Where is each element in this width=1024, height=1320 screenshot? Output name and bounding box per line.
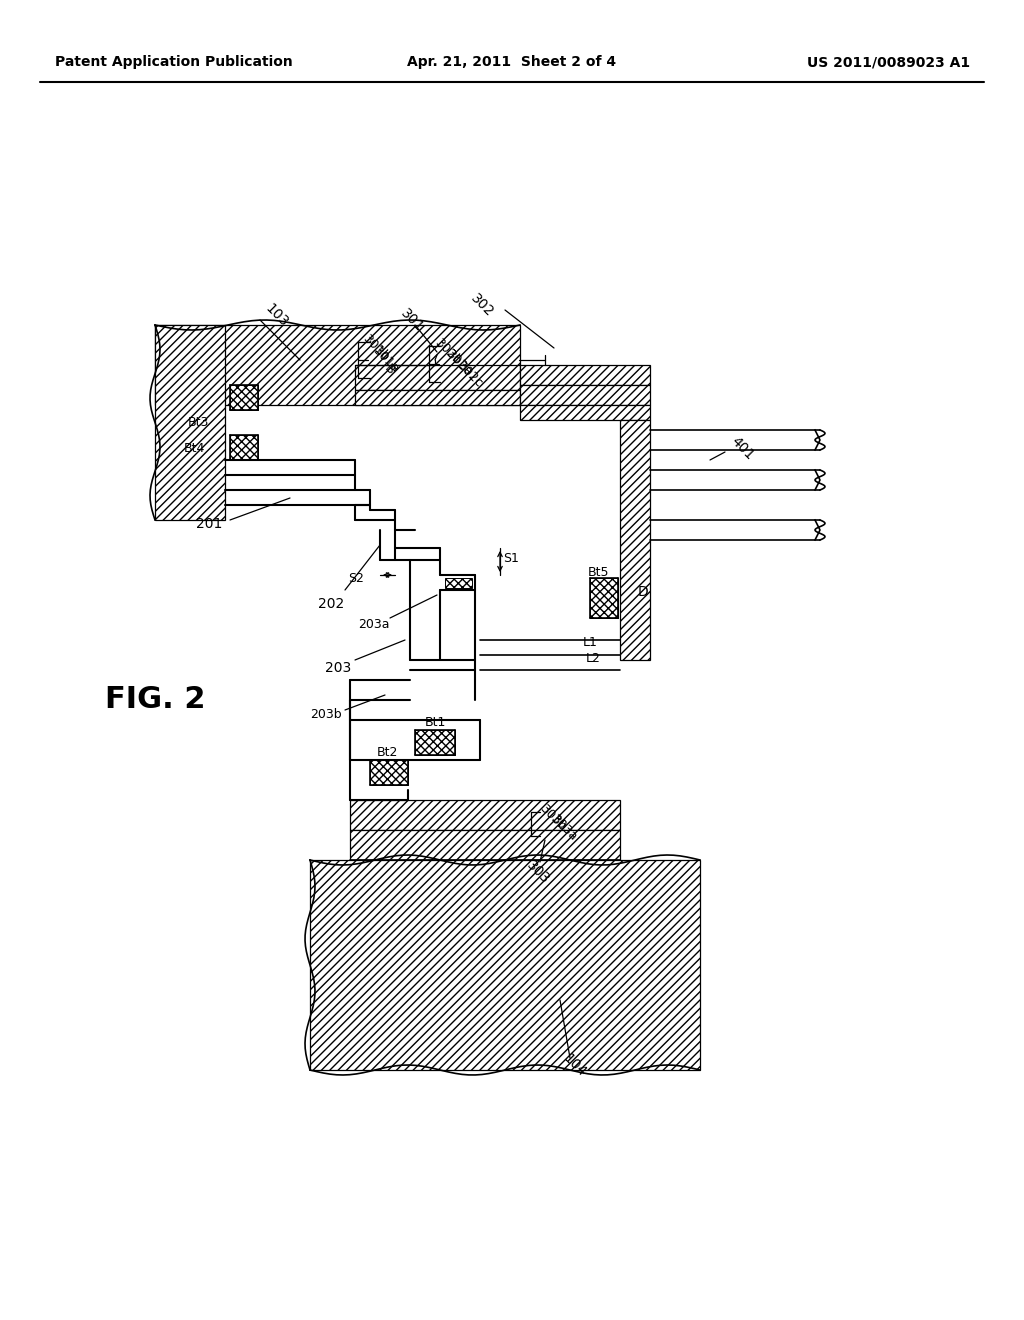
Polygon shape — [590, 578, 618, 618]
Polygon shape — [520, 366, 650, 385]
Text: D: D — [638, 585, 649, 599]
Text: 104: 104 — [560, 1051, 589, 1080]
Text: 201: 201 — [196, 517, 222, 531]
Polygon shape — [445, 578, 472, 587]
Polygon shape — [415, 730, 455, 755]
Text: 301: 301 — [398, 306, 427, 334]
Text: FIG. 2: FIG. 2 — [105, 685, 206, 714]
Polygon shape — [155, 325, 520, 405]
Text: L1: L1 — [583, 635, 598, 648]
Text: 401: 401 — [728, 434, 757, 462]
Text: 303a: 303a — [548, 812, 580, 843]
Text: Bt5: Bt5 — [588, 565, 609, 578]
Polygon shape — [620, 420, 650, 660]
Polygon shape — [310, 861, 700, 1071]
Text: Apr. 21, 2011  Sheet 2 of 4: Apr. 21, 2011 Sheet 2 of 4 — [408, 55, 616, 69]
Polygon shape — [350, 830, 620, 861]
Text: S1: S1 — [503, 552, 519, 565]
Text: 301b: 301b — [360, 333, 391, 364]
Text: B: B — [382, 363, 397, 378]
Text: 103: 103 — [262, 301, 291, 329]
Text: Bt1: Bt1 — [425, 715, 446, 729]
Text: 302b: 302b — [432, 337, 464, 368]
Text: 203a: 203a — [358, 618, 389, 631]
Polygon shape — [355, 366, 520, 389]
Text: 302: 302 — [468, 290, 497, 319]
Polygon shape — [350, 800, 620, 830]
Text: 301a: 301a — [370, 345, 401, 376]
Text: S2: S2 — [348, 572, 364, 585]
Polygon shape — [520, 405, 650, 420]
Text: 303: 303 — [524, 858, 553, 886]
Polygon shape — [230, 436, 258, 459]
Polygon shape — [155, 325, 225, 520]
Text: Patent Application Publication: Patent Application Publication — [55, 55, 293, 69]
Text: 203b: 203b — [310, 708, 342, 721]
Polygon shape — [370, 760, 408, 785]
Text: US 2011/0089023 A1: US 2011/0089023 A1 — [807, 55, 970, 69]
Text: 202: 202 — [318, 597, 344, 611]
Text: 303b: 303b — [537, 803, 568, 834]
Text: 302a: 302a — [443, 347, 474, 379]
Text: 302c: 302c — [454, 359, 485, 389]
Text: 203: 203 — [325, 661, 351, 675]
Text: Bt4: Bt4 — [184, 441, 206, 454]
Polygon shape — [230, 385, 258, 411]
Polygon shape — [355, 389, 520, 405]
Text: L2: L2 — [586, 652, 601, 664]
Polygon shape — [520, 385, 650, 405]
Text: Bt3: Bt3 — [188, 416, 209, 429]
Text: Bt2: Bt2 — [377, 746, 398, 759]
